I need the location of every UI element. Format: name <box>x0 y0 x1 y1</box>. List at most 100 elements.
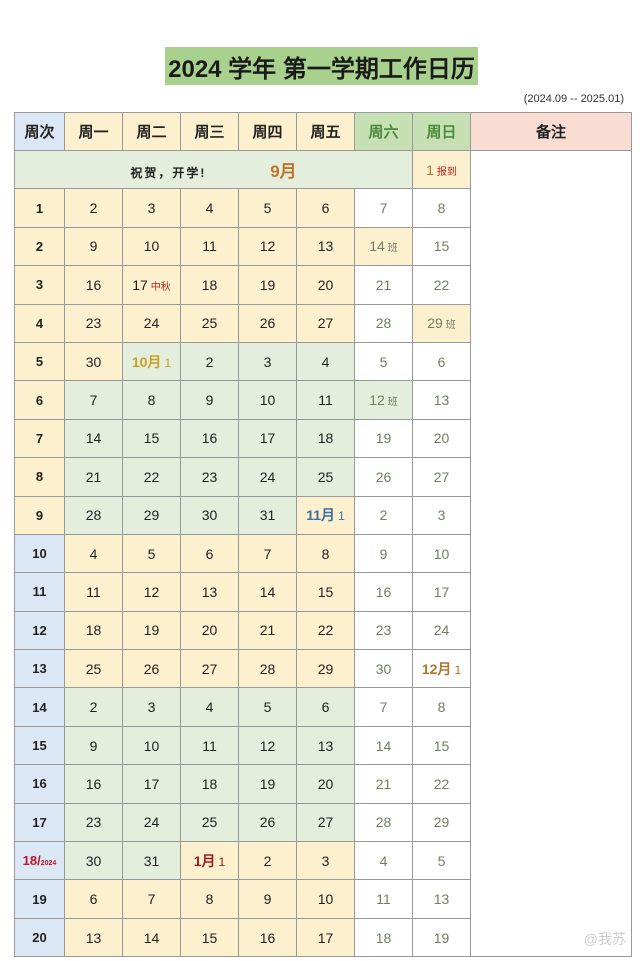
day-cell: 7 <box>238 533 297 574</box>
day-cell: 22 <box>412 265 471 305</box>
day-number: 19 <box>433 929 450 946</box>
header-sat: 周六 <box>354 112 413 151</box>
day-cell: 24 <box>238 457 297 497</box>
day-cell: 28 <box>354 303 413 343</box>
day-number: 5 <box>263 699 272 716</box>
day-cell: 24 <box>122 802 181 843</box>
day-number: 6 <box>437 353 446 370</box>
day-cell: 23 <box>64 303 123 343</box>
day-number: 7 <box>147 891 156 908</box>
day-cell: 23 <box>180 457 239 497</box>
day-number: 23 <box>375 622 392 639</box>
month-label: 11月 <box>306 507 336 524</box>
week-row: 1 2 3 4 5 6 7 8 <box>14 188 632 228</box>
day-cell: 21 <box>354 764 413 804</box>
week-number-cell: 14 <box>14 687 65 727</box>
day-number: 14 <box>85 430 102 447</box>
notes-cell[interactable] <box>470 149 632 958</box>
day-cell: 10 <box>122 226 181 267</box>
day-number: 11 <box>202 238 217 255</box>
day-number: 14 <box>369 238 385 255</box>
day-cell: 29 <box>412 802 471 843</box>
day-number: 26 <box>259 814 276 831</box>
week-row: 9 28 29 30 31 11月 1 2 3 <box>14 495 632 535</box>
day-number: 21 <box>259 622 276 639</box>
day-number: 27 <box>317 315 334 332</box>
day-cell: 11 <box>180 226 239 267</box>
day-number: 12 <box>143 583 160 600</box>
day-tag: 班 <box>445 320 456 332</box>
day-cell: 26 <box>122 649 181 689</box>
day-number: 21 <box>375 276 392 293</box>
header-fri: 周五 <box>296 112 355 151</box>
day-number: 30 <box>85 852 102 869</box>
day-cell: 25 <box>296 457 355 497</box>
day-number: 17 <box>259 430 276 447</box>
day-cell: 30 <box>354 649 413 689</box>
week-number-cell: 10 <box>14 533 65 574</box>
day-number: 4 <box>205 699 214 716</box>
week-number-cell: 9 <box>14 495 65 535</box>
day-number: 13 <box>317 737 334 754</box>
week-row: 8 21 22 23 24 25 26 27 <box>14 457 632 497</box>
day-cell: 10 <box>238 380 297 420</box>
day-number: 2 <box>205 353 214 370</box>
day-number: 22 <box>433 775 450 792</box>
day-cell: 5 <box>238 188 297 228</box>
day-cell: 17 <box>122 764 181 804</box>
day-cell: 9 <box>64 226 123 267</box>
day-number: 1 <box>426 161 434 178</box>
day-cell: 11 <box>354 879 413 919</box>
day-number: 16 <box>375 583 392 600</box>
day-number: 24 <box>259 468 276 485</box>
header-wed: 周三 <box>180 112 239 151</box>
day-cell: 3 <box>412 495 471 535</box>
day-number: 27 <box>433 468 450 485</box>
day-cell: 7 <box>354 687 413 727</box>
day-cell: 14 <box>354 725 413 766</box>
day-cell: 3 <box>122 687 181 727</box>
day-cell: 5 <box>412 841 471 881</box>
day-number: 8 <box>437 200 446 217</box>
day-number: 28 <box>375 315 392 332</box>
week-number: 7 <box>35 430 44 446</box>
day-number: 16 <box>259 929 276 946</box>
day-number: 17 <box>433 583 450 600</box>
day-number: 22 <box>143 468 160 485</box>
day-number: 23 <box>85 315 102 332</box>
day-cell: 10 <box>296 879 355 919</box>
day-number: 9 <box>263 891 272 908</box>
day-cell: 6 <box>412 341 471 382</box>
day-number: 18 <box>201 276 218 293</box>
week-number: 4 <box>35 315 44 331</box>
week-row: 6 7 8 9 10 11 12 班 13 <box>14 380 632 420</box>
watermark: @我苏 <box>583 931 626 947</box>
week-number-cell: 7 <box>14 418 65 459</box>
day-cell: 27 <box>412 457 471 497</box>
week-row: 19 6 7 8 9 10 11 13 <box>14 879 632 919</box>
day-number: 23 <box>85 814 102 831</box>
day-cell: 17 <box>238 418 297 459</box>
day-number: 1 <box>164 355 172 370</box>
day-cell: 6 <box>296 687 355 727</box>
day-cell: 4 <box>296 341 355 382</box>
day-cell: 8 <box>296 533 355 574</box>
day-number: 5 <box>379 353 388 370</box>
day-cell: 20 <box>296 764 355 804</box>
day-cell: 21 <box>64 457 123 497</box>
day-cell: 3 <box>238 341 297 382</box>
week-row: 4 23 24 25 26 27 28 29 班 <box>14 303 632 343</box>
day-cell: 13 <box>412 879 471 919</box>
week-number: 1 <box>35 200 44 216</box>
day-cell: 19 <box>122 610 181 651</box>
header-thu: 周四 <box>238 112 297 151</box>
day-cell: 22 <box>412 764 471 804</box>
month-label: 12月 <box>421 660 452 677</box>
banner-cell: 祝贺，开学! 9月 <box>14 149 413 190</box>
week-number: 13 <box>32 661 47 677</box>
day-cell: 20 <box>296 265 355 305</box>
day-cell: 23 <box>64 802 123 843</box>
day-cell: 9 <box>238 879 297 919</box>
month-label: 1月 <box>193 852 216 869</box>
day-number: 3 <box>147 200 156 217</box>
